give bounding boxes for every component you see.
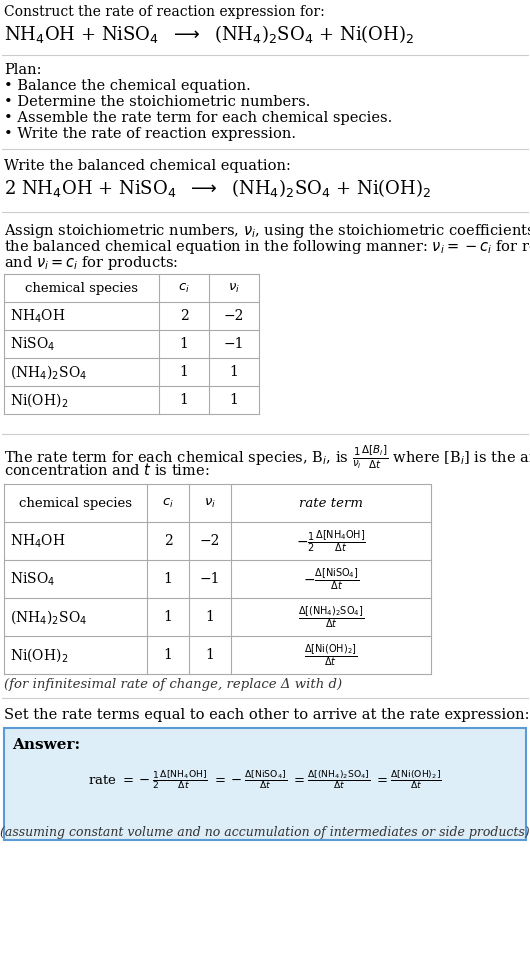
Text: NH$_4$OH: NH$_4$OH — [10, 532, 66, 550]
Text: 1: 1 — [164, 572, 172, 586]
Text: $-\frac{\Delta[\mathrm{NiSO_4}]}{\Delta t}$: $-\frac{\Delta[\mathrm{NiSO_4}]}{\Delta … — [303, 566, 359, 592]
Text: Set the rate terms equal to each other to arrive at the rate expression:: Set the rate terms equal to each other t… — [4, 708, 529, 722]
Text: chemical species: chemical species — [19, 497, 132, 510]
Text: 1: 1 — [164, 610, 172, 624]
Text: 1: 1 — [180, 393, 189, 407]
Text: 1: 1 — [229, 365, 239, 379]
Text: $\nu_i$: $\nu_i$ — [228, 281, 240, 295]
Text: $\nu_i$: $\nu_i$ — [204, 497, 216, 510]
Text: NH$_4$OH: NH$_4$OH — [10, 308, 66, 324]
Text: Plan:: Plan: — [4, 63, 41, 77]
Text: the balanced chemical equation in the following manner: $\nu_i = -c_i$ for react: the balanced chemical equation in the fo… — [4, 238, 530, 256]
Text: • Assemble the rate term for each chemical species.: • Assemble the rate term for each chemic… — [4, 111, 392, 125]
Text: 1: 1 — [206, 610, 215, 624]
Text: $c_i$: $c_i$ — [162, 497, 174, 510]
Text: NiSO$_4$: NiSO$_4$ — [10, 570, 55, 588]
Text: 1: 1 — [164, 648, 172, 662]
Text: (NH$_4$)$_2$SO$_4$: (NH$_4$)$_2$SO$_4$ — [10, 364, 87, 381]
Text: 1: 1 — [206, 648, 215, 662]
Text: chemical species: chemical species — [25, 281, 138, 295]
Text: (assuming constant volume and no accumulation of intermediates or side products): (assuming constant volume and no accumul… — [0, 826, 530, 839]
Text: $-\frac{1}{2}\frac{\Delta[\mathrm{NH_4OH}]}{\Delta t}$: $-\frac{1}{2}\frac{\Delta[\mathrm{NH_4OH… — [296, 528, 366, 554]
Text: Construct the rate of reaction expression for:: Construct the rate of reaction expressio… — [4, 5, 325, 19]
Text: (for infinitesimal rate of change, replace Δ with d): (for infinitesimal rate of change, repla… — [4, 678, 342, 691]
Text: and $\nu_i = c_i$ for products:: and $\nu_i = c_i$ for products: — [4, 254, 178, 272]
Text: Answer:: Answer: — [12, 738, 80, 752]
Text: rate term: rate term — [299, 497, 363, 510]
Text: Write the balanced chemical equation:: Write the balanced chemical equation: — [4, 159, 291, 173]
Text: 1: 1 — [229, 393, 239, 407]
Text: • Determine the stoichiometric numbers.: • Determine the stoichiometric numbers. — [4, 95, 311, 109]
Text: concentration and $t$ is time:: concentration and $t$ is time: — [4, 462, 209, 478]
Text: • Balance the chemical equation.: • Balance the chemical equation. — [4, 79, 251, 93]
Text: 2: 2 — [180, 309, 188, 323]
Text: $\frac{\Delta[\mathrm{Ni(OH)_2}]}{\Delta t}$: $\frac{\Delta[\mathrm{Ni(OH)_2}]}{\Delta… — [304, 642, 358, 668]
Text: The rate term for each chemical species, B$_i$, is $\frac{1}{\nu_i}\frac{\Delta[: The rate term for each chemical species,… — [4, 444, 530, 471]
Text: NiSO$_4$: NiSO$_4$ — [10, 335, 55, 353]
Text: Ni(OH)$_2$: Ni(OH)$_2$ — [10, 391, 68, 409]
Text: rate $= -\frac{1}{2}\frac{\Delta[\mathrm{NH_4OH}]}{\Delta t}$ $= -\frac{\Delta[\: rate $= -\frac{1}{2}\frac{\Delta[\mathrm… — [88, 768, 442, 792]
Text: 2 NH$_4$OH + NiSO$_4$  $\longrightarrow$  (NH$_4$)$_2$SO$_4$ + Ni(OH)$_2$: 2 NH$_4$OH + NiSO$_4$ $\longrightarrow$ … — [4, 177, 431, 199]
Text: (NH$_4$)$_2$SO$_4$: (NH$_4$)$_2$SO$_4$ — [10, 609, 87, 626]
Text: −1: −1 — [224, 337, 244, 351]
Text: $\frac{\Delta[\mathrm{(NH_4)_2SO_4}]}{\Delta t}$: $\frac{\Delta[\mathrm{(NH_4)_2SO_4}]}{\D… — [298, 604, 364, 630]
Text: Assign stoichiometric numbers, $\nu_i$, using the stoichiometric coefficients, $: Assign stoichiometric numbers, $\nu_i$, … — [4, 222, 530, 240]
Text: 1: 1 — [180, 365, 189, 379]
FancyBboxPatch shape — [4, 728, 526, 840]
Text: 1: 1 — [180, 337, 189, 351]
Text: $c_i$: $c_i$ — [178, 281, 190, 295]
Text: −1: −1 — [200, 572, 220, 586]
Text: • Write the rate of reaction expression.: • Write the rate of reaction expression. — [4, 127, 296, 141]
Text: 2: 2 — [164, 534, 172, 548]
Text: −2: −2 — [200, 534, 220, 548]
Text: NH$_4$OH + NiSO$_4$  $\longrightarrow$  (NH$_4$)$_2$SO$_4$ + Ni(OH)$_2$: NH$_4$OH + NiSO$_4$ $\longrightarrow$ (N… — [4, 23, 414, 45]
Text: −2: −2 — [224, 309, 244, 323]
Text: Ni(OH)$_2$: Ni(OH)$_2$ — [10, 646, 68, 663]
